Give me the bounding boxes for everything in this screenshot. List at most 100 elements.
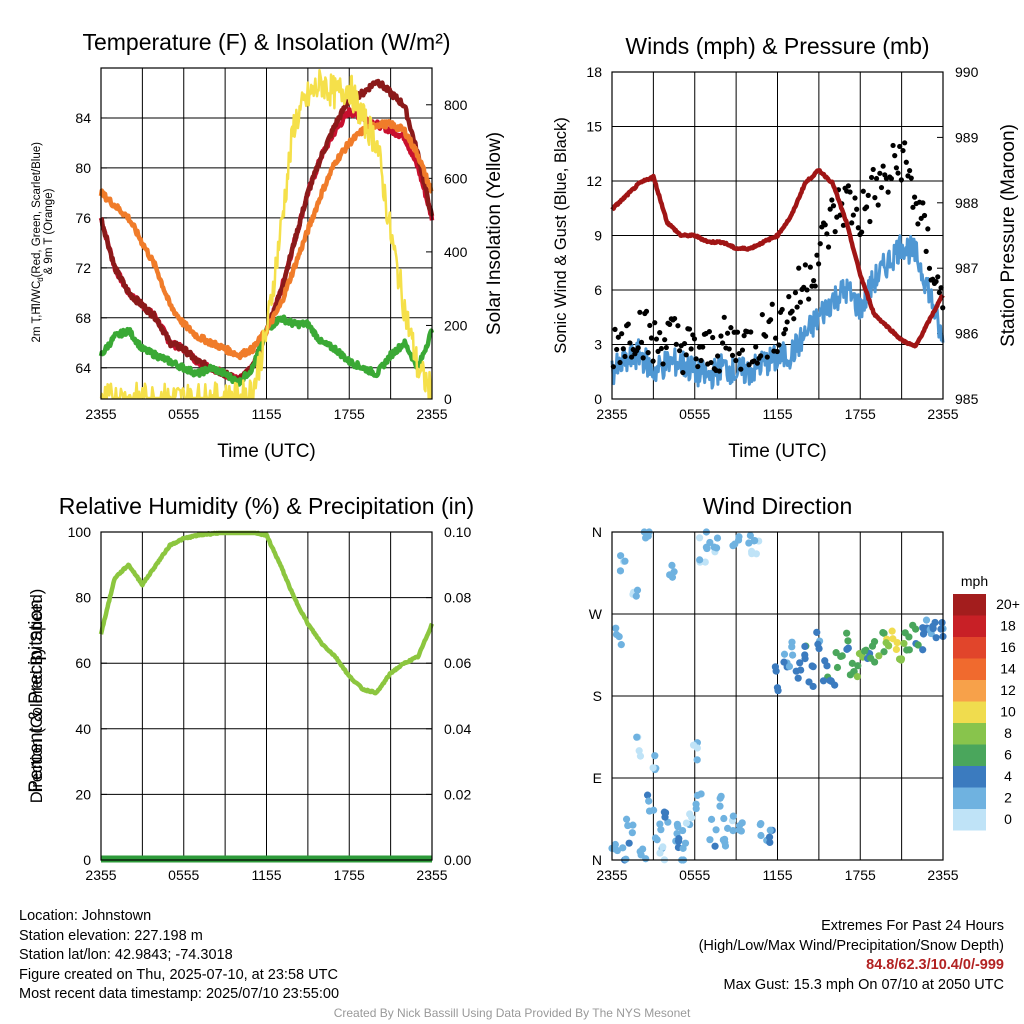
y-tick-label: 60 (75, 655, 91, 671)
colorbar-swatch (953, 766, 986, 788)
wind-direction-point (712, 826, 720, 834)
gust-point (683, 352, 689, 358)
wind-direction-point (656, 849, 664, 857)
y-axis-label: Percent & Precipitation (26, 599, 47, 792)
y-tick-label: 18 (586, 64, 602, 80)
gust-point (910, 204, 916, 210)
gust-point (688, 346, 694, 352)
colorbar-label: 2 (1004, 790, 1012, 806)
y-tick-label-right: 989 (955, 129, 979, 145)
x-tick-label: 1155 (251, 867, 281, 883)
series-line-sonic-wind (610, 234, 945, 390)
wind-direction-point (785, 662, 794, 671)
chart-title: Winds (mph) & Pressure (mb) (625, 33, 929, 59)
gust-point (686, 326, 693, 332)
gust-point (721, 314, 727, 320)
gust-point (935, 274, 941, 280)
gust-point (779, 306, 785, 313)
y-tick-label: 80 (75, 160, 91, 176)
gust-point (718, 333, 724, 339)
x-tick-label: 2355 (416, 867, 447, 883)
series-line-relative-humidity (98, 530, 435, 696)
wind-direction-point (868, 642, 877, 650)
x-tick-label: 2355 (927, 406, 958, 422)
y-tick-label-right: 200 (444, 317, 468, 333)
wind-direction-point (674, 823, 682, 831)
y-tick-label: 20 (75, 786, 91, 802)
gust-point (880, 163, 886, 169)
wind-direction-point (713, 534, 722, 542)
x-tick-label: 2355 (596, 867, 627, 883)
gust-point (907, 168, 913, 174)
wind-direction-point (661, 809, 670, 817)
wind-direction-point (882, 639, 890, 647)
wind-direction-point (854, 662, 862, 670)
y-tick-label-right: 987 (955, 260, 979, 276)
gust-point (667, 321, 673, 327)
gust-point (892, 153, 898, 159)
station-info: Location: Johnstown Station elevation: 2… (19, 907, 339, 1005)
wind-direction-point (801, 651, 809, 659)
gust-point (650, 358, 656, 364)
gust-point (776, 342, 782, 348)
gust-point (830, 203, 837, 209)
gust-point (792, 290, 799, 296)
wind-direction-point (838, 652, 846, 660)
y-axis-label: , HI/WC (Red, Green, Scarlet/Blue) (31, 142, 43, 321)
gust-point (681, 340, 688, 347)
gust-point (863, 204, 870, 210)
wind-direction-point (682, 819, 691, 827)
wind-direction-point (720, 835, 729, 843)
wind-direction-point (624, 821, 632, 830)
y-tick-label: 15 (586, 119, 602, 135)
wind-direction-point (731, 540, 739, 548)
plot-frame (611, 71, 944, 400)
wind-direction-point (716, 802, 724, 810)
gust-point (822, 222, 828, 228)
wind-direction-point (645, 797, 653, 805)
gust-point (768, 317, 774, 323)
y-tick-label-right: 990 (955, 64, 979, 80)
gust-point (738, 366, 744, 372)
gust-point (758, 353, 764, 359)
wind-direction-point (706, 836, 714, 844)
extremes-info: Extremes For Past 24 Hours (High/Low/Max… (699, 917, 1004, 995)
gust-point (890, 142, 896, 149)
gust-point (728, 325, 734, 331)
gust-point (807, 264, 813, 270)
colorbar-label: 16 (1000, 639, 1016, 655)
gust-point (784, 319, 790, 325)
x-tick-label: 1155 (251, 406, 281, 422)
gust-point (617, 359, 623, 366)
wind-direction-point (629, 821, 637, 829)
wind-direction-point (938, 619, 946, 627)
wind-direction-point (853, 672, 861, 681)
gust-point (806, 296, 812, 302)
wind-direction-point (651, 752, 659, 760)
wind-direction-point (679, 826, 687, 835)
gust-point (850, 212, 856, 218)
y-tick-label-right: 0.08 (444, 590, 471, 606)
x-tick-label: 2355 (85, 406, 116, 422)
wind-direction-point (752, 550, 760, 558)
gust-point (786, 294, 792, 300)
gust-point (875, 202, 881, 208)
elevation-text: Station elevation: 227.198 m (19, 927, 203, 944)
gust-point (652, 320, 658, 326)
wind-direction-point (843, 629, 851, 637)
wind-direction-point (801, 642, 809, 651)
wind-direction-point (720, 814, 728, 823)
location-text: Location: Johnstown (19, 908, 152, 924)
wind-direction-point (675, 834, 683, 843)
x-tick-label: 0555 (168, 406, 199, 422)
wind-direction-point (670, 568, 678, 576)
y-tick-label-right: 800 (444, 97, 468, 113)
gust-point (832, 229, 838, 235)
wind-direction-point (880, 629, 888, 637)
wind-direction-point (900, 639, 908, 648)
wind-direction-point (774, 687, 782, 695)
plot-frame (100, 531, 433, 861)
plot-frame (100, 67, 433, 400)
gust-point (870, 166, 876, 173)
colorbar-swatch (953, 809, 986, 831)
